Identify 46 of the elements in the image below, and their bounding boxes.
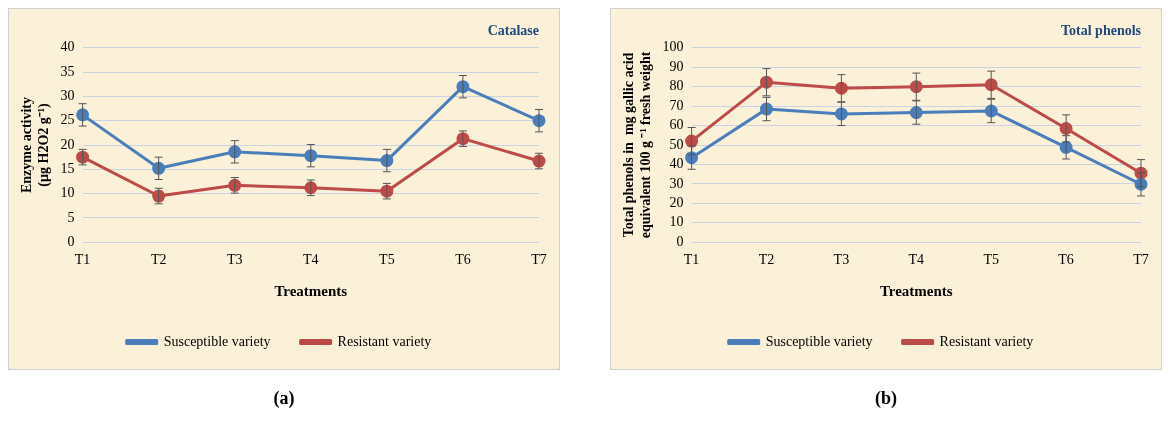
x-tick-label: T2 xyxy=(758,252,775,268)
y-axis-title: Enzyme activity (µg H2O2 g⁻¹) xyxy=(19,96,52,194)
y-tick-label: 50 xyxy=(669,136,684,152)
x-tick-label: T2 xyxy=(150,252,167,268)
y-tick-label: 30 xyxy=(669,175,684,191)
y-tick-label: 0 xyxy=(676,233,684,249)
y-tick-label: 100 xyxy=(662,39,684,55)
y-tick-label: 10 xyxy=(60,185,75,201)
y-tick-label: 25 xyxy=(60,112,75,128)
chart-title: Catalase xyxy=(487,23,539,39)
y-tick-label: 0 xyxy=(67,233,75,249)
y-tick-label: 20 xyxy=(669,194,684,210)
x-tick-label: T1 xyxy=(74,252,91,268)
y-tick-label: 70 xyxy=(669,97,684,113)
x-tick-label: T7 xyxy=(1133,252,1149,268)
y-tick-label: 80 xyxy=(669,78,684,94)
x-tick-label: T7 xyxy=(531,252,547,268)
y-tick-label: 5 xyxy=(67,209,75,225)
x-tick-label: T5 xyxy=(983,252,999,268)
x-tick-label: T4 xyxy=(303,252,319,268)
legend-label: Resistant variety xyxy=(939,333,1034,349)
y-tick-label: 30 xyxy=(60,88,75,104)
legend-label: Susceptible variety xyxy=(765,333,873,349)
y-tick-label: 40 xyxy=(60,39,75,55)
x-axis-title: Treatments xyxy=(274,282,348,299)
y-axis-title: Total phenols in mg gallic acid equivalent 100 g ⁻¹ fresh weight xyxy=(621,51,653,239)
x-tick-label: T3 xyxy=(833,252,850,268)
y-tick-label: 10 xyxy=(669,214,684,230)
x-tick-label: T6 xyxy=(1058,252,1074,268)
x-tick-label: T1 xyxy=(683,252,700,268)
x-tick-label: T3 xyxy=(226,252,243,268)
chart-title: Total phenols xyxy=(1060,23,1142,39)
x-axis-title: Treatments xyxy=(879,282,953,299)
y-tick-label: 15 xyxy=(60,160,75,176)
text: (b) xyxy=(875,388,897,409)
legend-label: Susceptible variety xyxy=(163,333,271,349)
y-tick-label: 60 xyxy=(669,117,684,133)
y-tick-label: 20 xyxy=(60,136,75,152)
x-tick-label: T4 xyxy=(908,252,925,268)
y-tick-label: 40 xyxy=(669,156,684,172)
x-tick-label: T6 xyxy=(455,252,471,268)
y-tick-label: 90 xyxy=(669,58,684,74)
x-tick-label: T5 xyxy=(379,252,395,268)
legend-label: Resistant variety xyxy=(337,333,432,349)
text: (a) xyxy=(273,388,295,409)
y-tick-label: 35 xyxy=(60,63,75,79)
